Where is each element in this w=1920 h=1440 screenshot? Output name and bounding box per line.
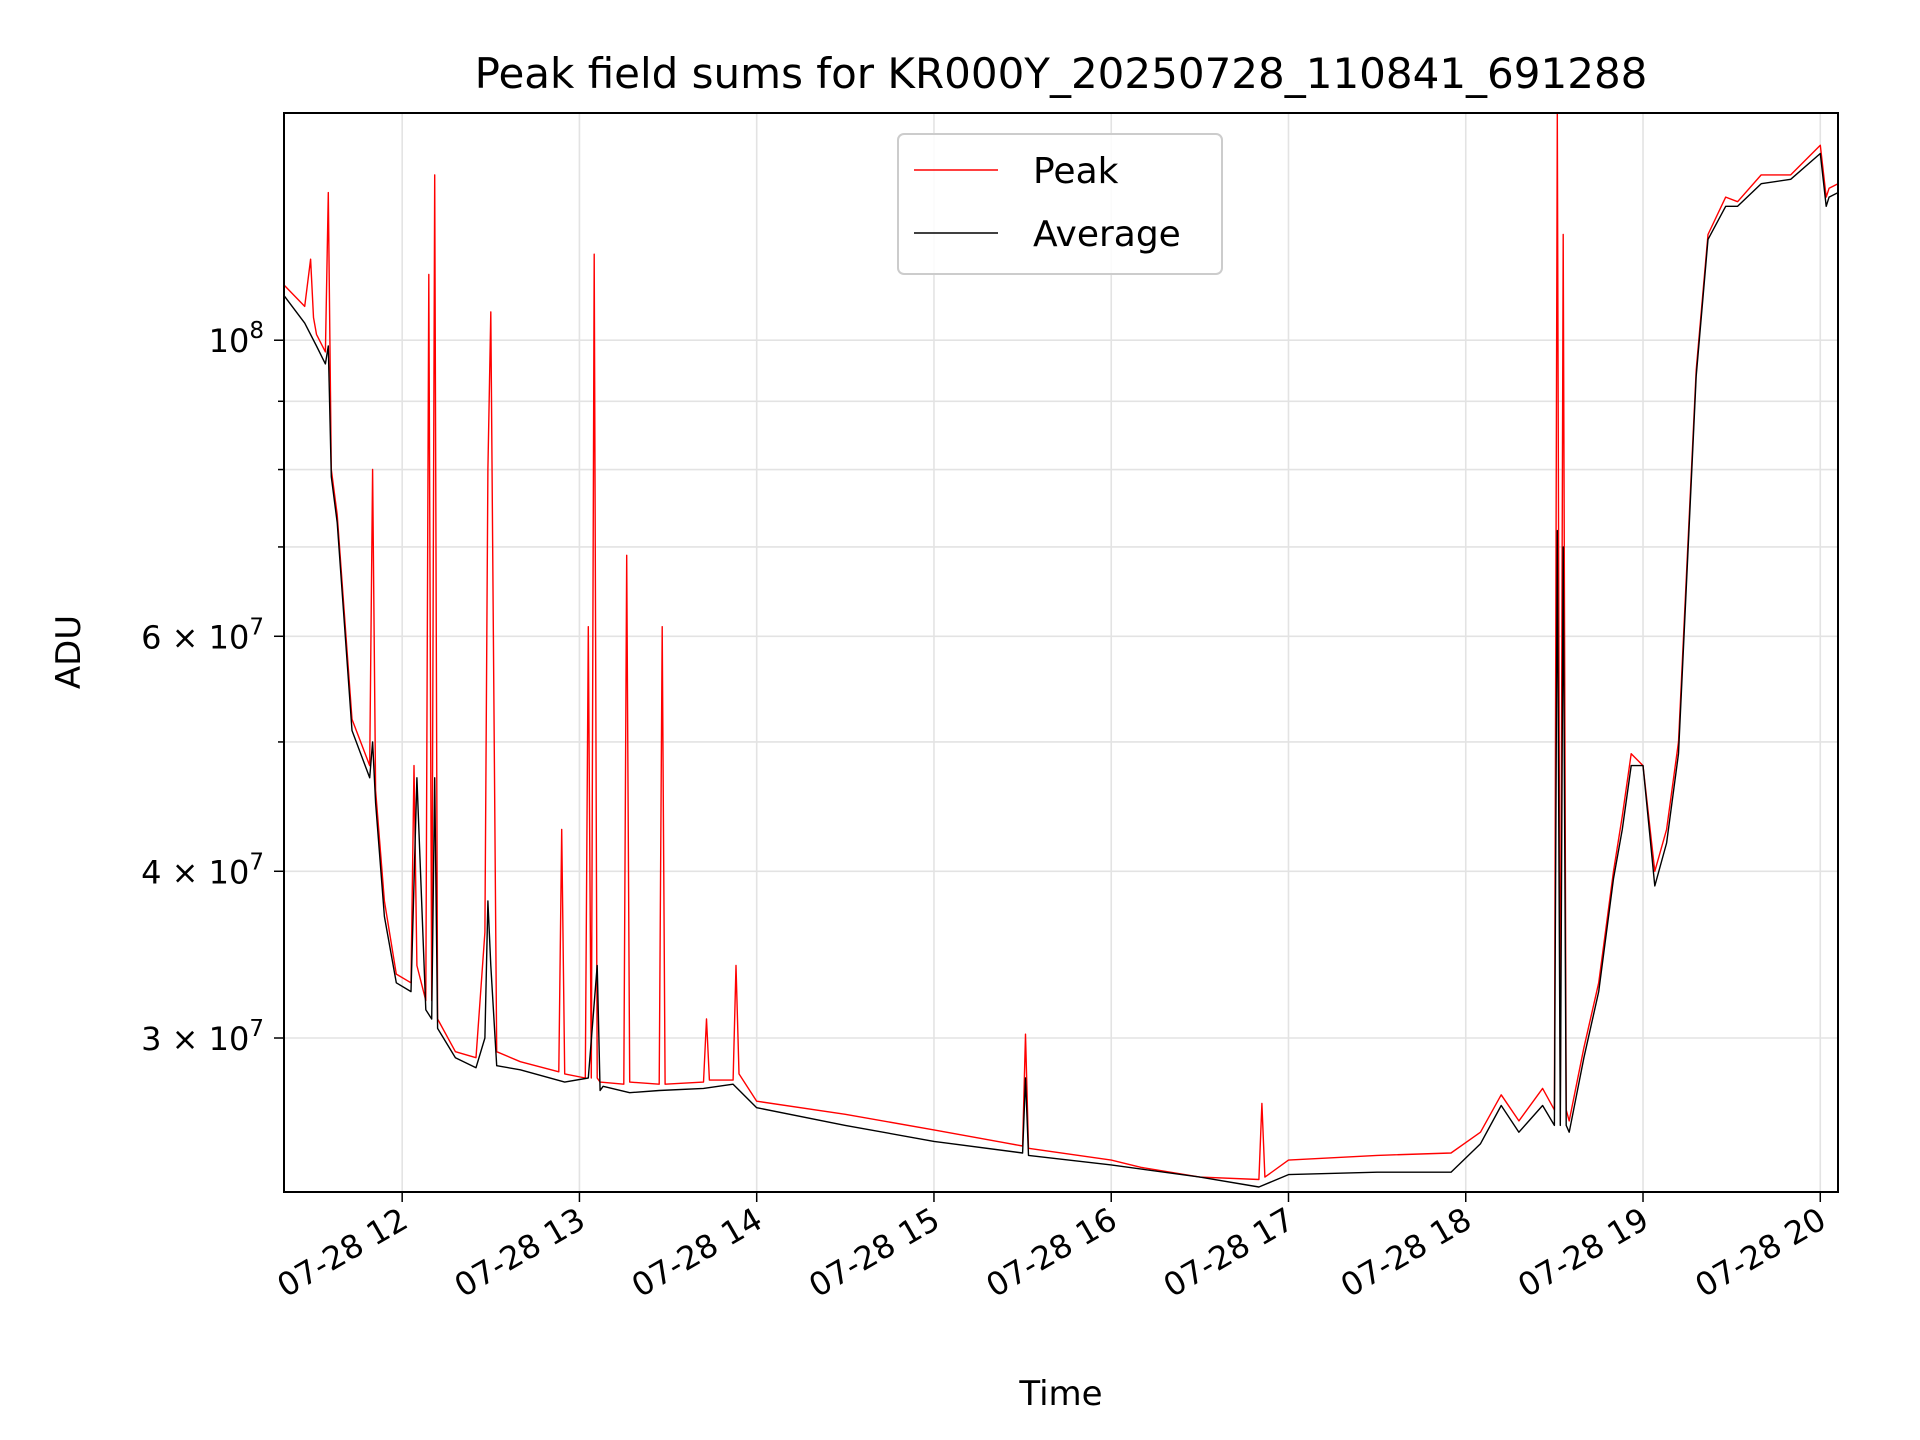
x-axis-label: Time — [1018, 1374, 1102, 1414]
y-tick-base: 4 × 10 — [141, 853, 249, 891]
y-tick-base: 10 — [209, 322, 250, 360]
grid — [284, 113, 1838, 1192]
series-average-line — [283, 152, 1839, 1188]
y-tick-label: 6 × 107 — [141, 614, 264, 656]
plot-frame — [283, 112, 1839, 1193]
y-tick-exponent: 7 — [249, 849, 264, 875]
y-tick-label: 3 × 107 — [141, 1016, 264, 1058]
legend-label-average: Average — [1033, 214, 1181, 255]
legend-box — [897, 133, 1223, 275]
legend-label-peak: Peak — [1033, 151, 1119, 192]
y-tick-exponent: 8 — [249, 318, 264, 344]
y-tick-base: 6 × 10 — [141, 618, 249, 656]
series-peak-line — [283, 112, 1839, 1181]
y-tick-exponent: 7 — [249, 614, 264, 640]
chart-title: Peak field sums for KR000Y_20250728_1108… — [475, 49, 1648, 98]
y-tick-exponent: 7 — [249, 1016, 264, 1042]
series-group — [283, 112, 1839, 1188]
y-axis-label: ADU — [49, 615, 89, 689]
y-tick-label: 4 × 107 — [141, 849, 264, 891]
y-tick-base: 3 × 10 — [141, 1020, 249, 1058]
legend: Peak Average — [897, 133, 1223, 275]
y-tick-label: 108 — [209, 318, 264, 360]
